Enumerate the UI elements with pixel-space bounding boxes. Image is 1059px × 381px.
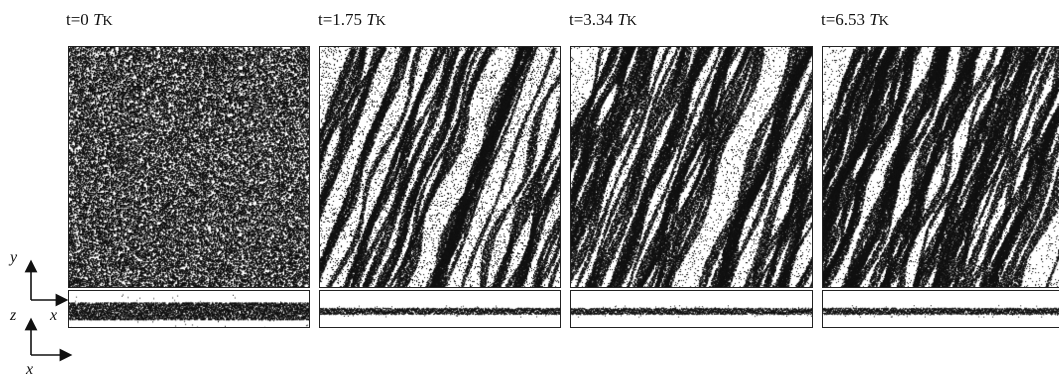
y-axis-label: y [8,249,18,266]
panel-4-time-value: t=6.53 [821,10,870,29]
panel-3-particle-image [571,47,812,287]
panel-4-particle-image [823,47,1059,287]
panel-2-side-view [319,290,561,328]
x-axis-label-bottom: x [25,361,33,376]
panel-3-time-subscript: K [626,14,637,29]
panel-1-time-value: t=0 [66,10,94,29]
panel-1-side-view [68,290,310,328]
z-axis-label: z [9,307,17,324]
panel-2-side-image [320,291,560,327]
panel-3-side-view [570,290,813,328]
panel-2-time-subscript: K [375,14,386,29]
panel-1-particle-image [69,47,309,287]
panel-1-time-label: t=0 TK [66,10,113,30]
panel-4-side-view [822,290,1059,328]
panel-3-time-unit: T [617,10,627,29]
panel-1-side-image [69,291,309,327]
panel-4-top-view [822,46,1059,288]
panel-1-time-unit: T [93,10,103,29]
panel-2-time-unit: T [366,10,376,29]
panel-1-time-subscript: K [102,14,113,29]
panel-4-time-label: t=6.53 TK [821,10,889,30]
panel-2-time-value: t=1.75 [318,10,367,29]
panel-3-top-view [570,46,813,288]
panel-2-particle-image [320,47,560,287]
coordinate-axes: y x z x [0,240,80,378]
panel-2-time-label: t=1.75 TK [318,10,386,30]
panel-4-side-image [823,291,1059,327]
panel-4-time-subscript: K [878,14,889,29]
panel-3-side-image [571,291,812,327]
panel-3-time-label: t=3.34 TK [569,10,637,30]
panel-2-top-view [319,46,561,288]
axes-svg: y x z x [8,249,73,378]
x-axis-label-top: x [49,307,57,324]
panel-3-time-value: t=3.34 [569,10,618,29]
panel-1-top-view [68,46,310,288]
panel-4-time-unit: T [869,10,879,29]
